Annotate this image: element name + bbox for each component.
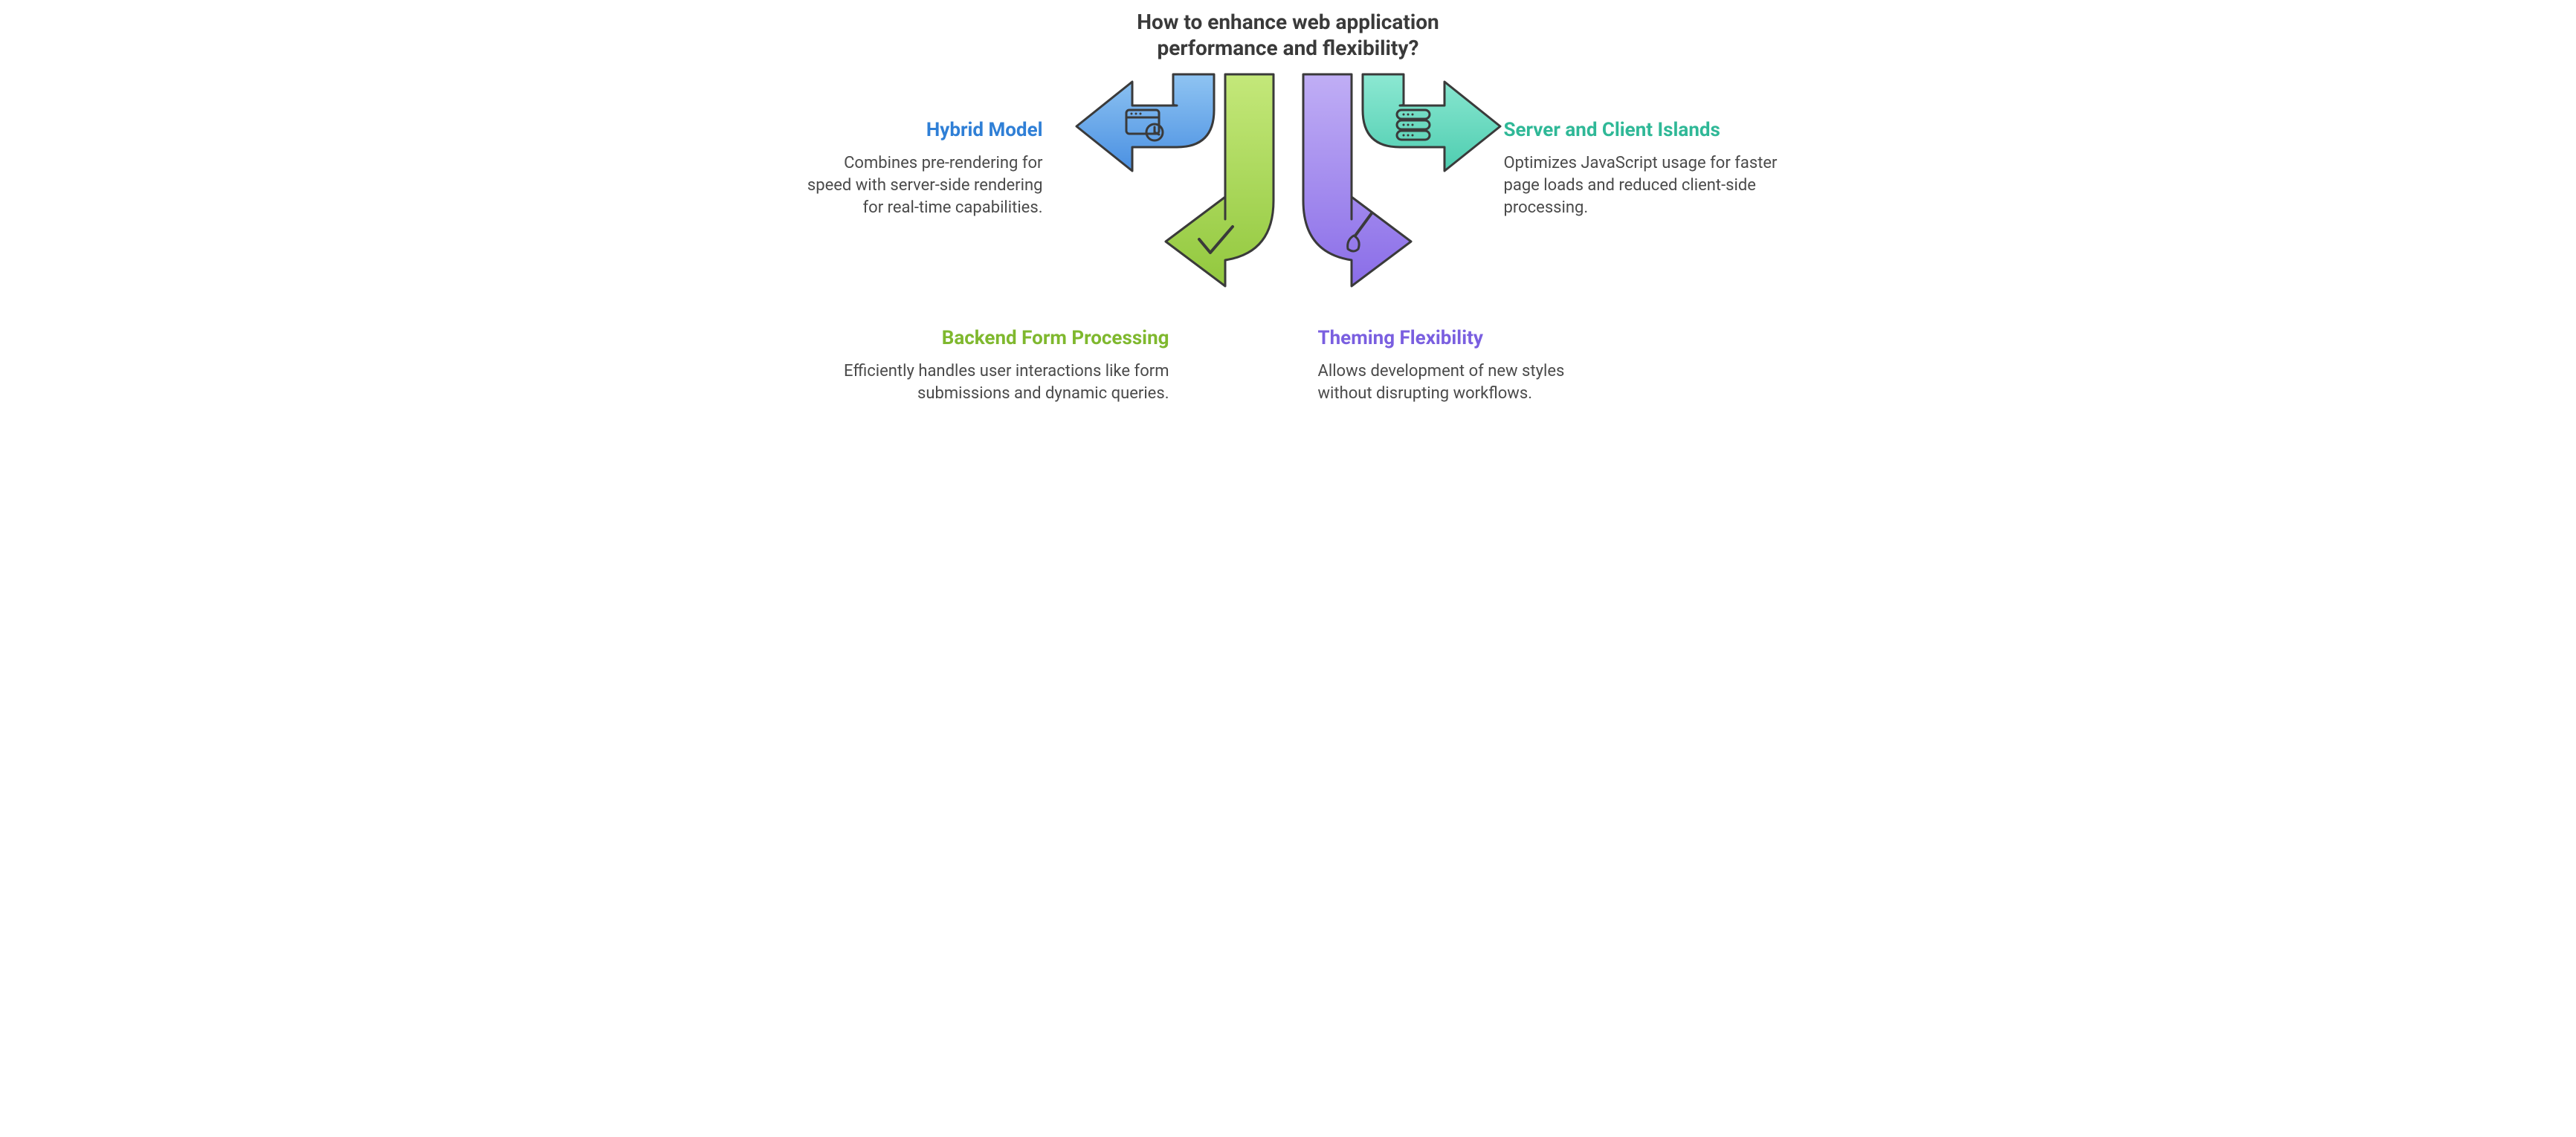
body-islands: Optimizes JavaScript usage for faster pa…	[1504, 152, 1779, 218]
body-backend: Efficiently handles user interactions li…	[805, 360, 1169, 404]
main-title: How to enhance web application performan…	[1080, 9, 1497, 61]
arrow-hybrid	[1076, 74, 1214, 171]
heading-islands: Server and Client Islands	[1504, 119, 1779, 142]
heading-theming: Theming Flexibility	[1318, 327, 1615, 350]
block-islands: Server and Client Islands Optimizes Java…	[1504, 119, 1779, 218]
block-hybrid: Hybrid Model Combines pre-rendering for …	[798, 119, 1043, 218]
heading-backend: Backend Form Processing	[805, 327, 1169, 350]
heading-hybrid: Hybrid Model	[798, 119, 1043, 142]
body-hybrid: Combines pre-rendering for speed with se…	[798, 152, 1043, 218]
arrows-diagram	[1058, 67, 1519, 334]
block-backend: Backend Form Processing Efficiently hand…	[805, 327, 1169, 405]
infographic-container: How to enhance web application performan…	[716, 0, 1861, 505]
block-theming: Theming Flexibility Allows development o…	[1318, 327, 1615, 405]
body-theming: Allows development of new styles without…	[1318, 360, 1615, 404]
arrow-islands	[1363, 74, 1500, 171]
